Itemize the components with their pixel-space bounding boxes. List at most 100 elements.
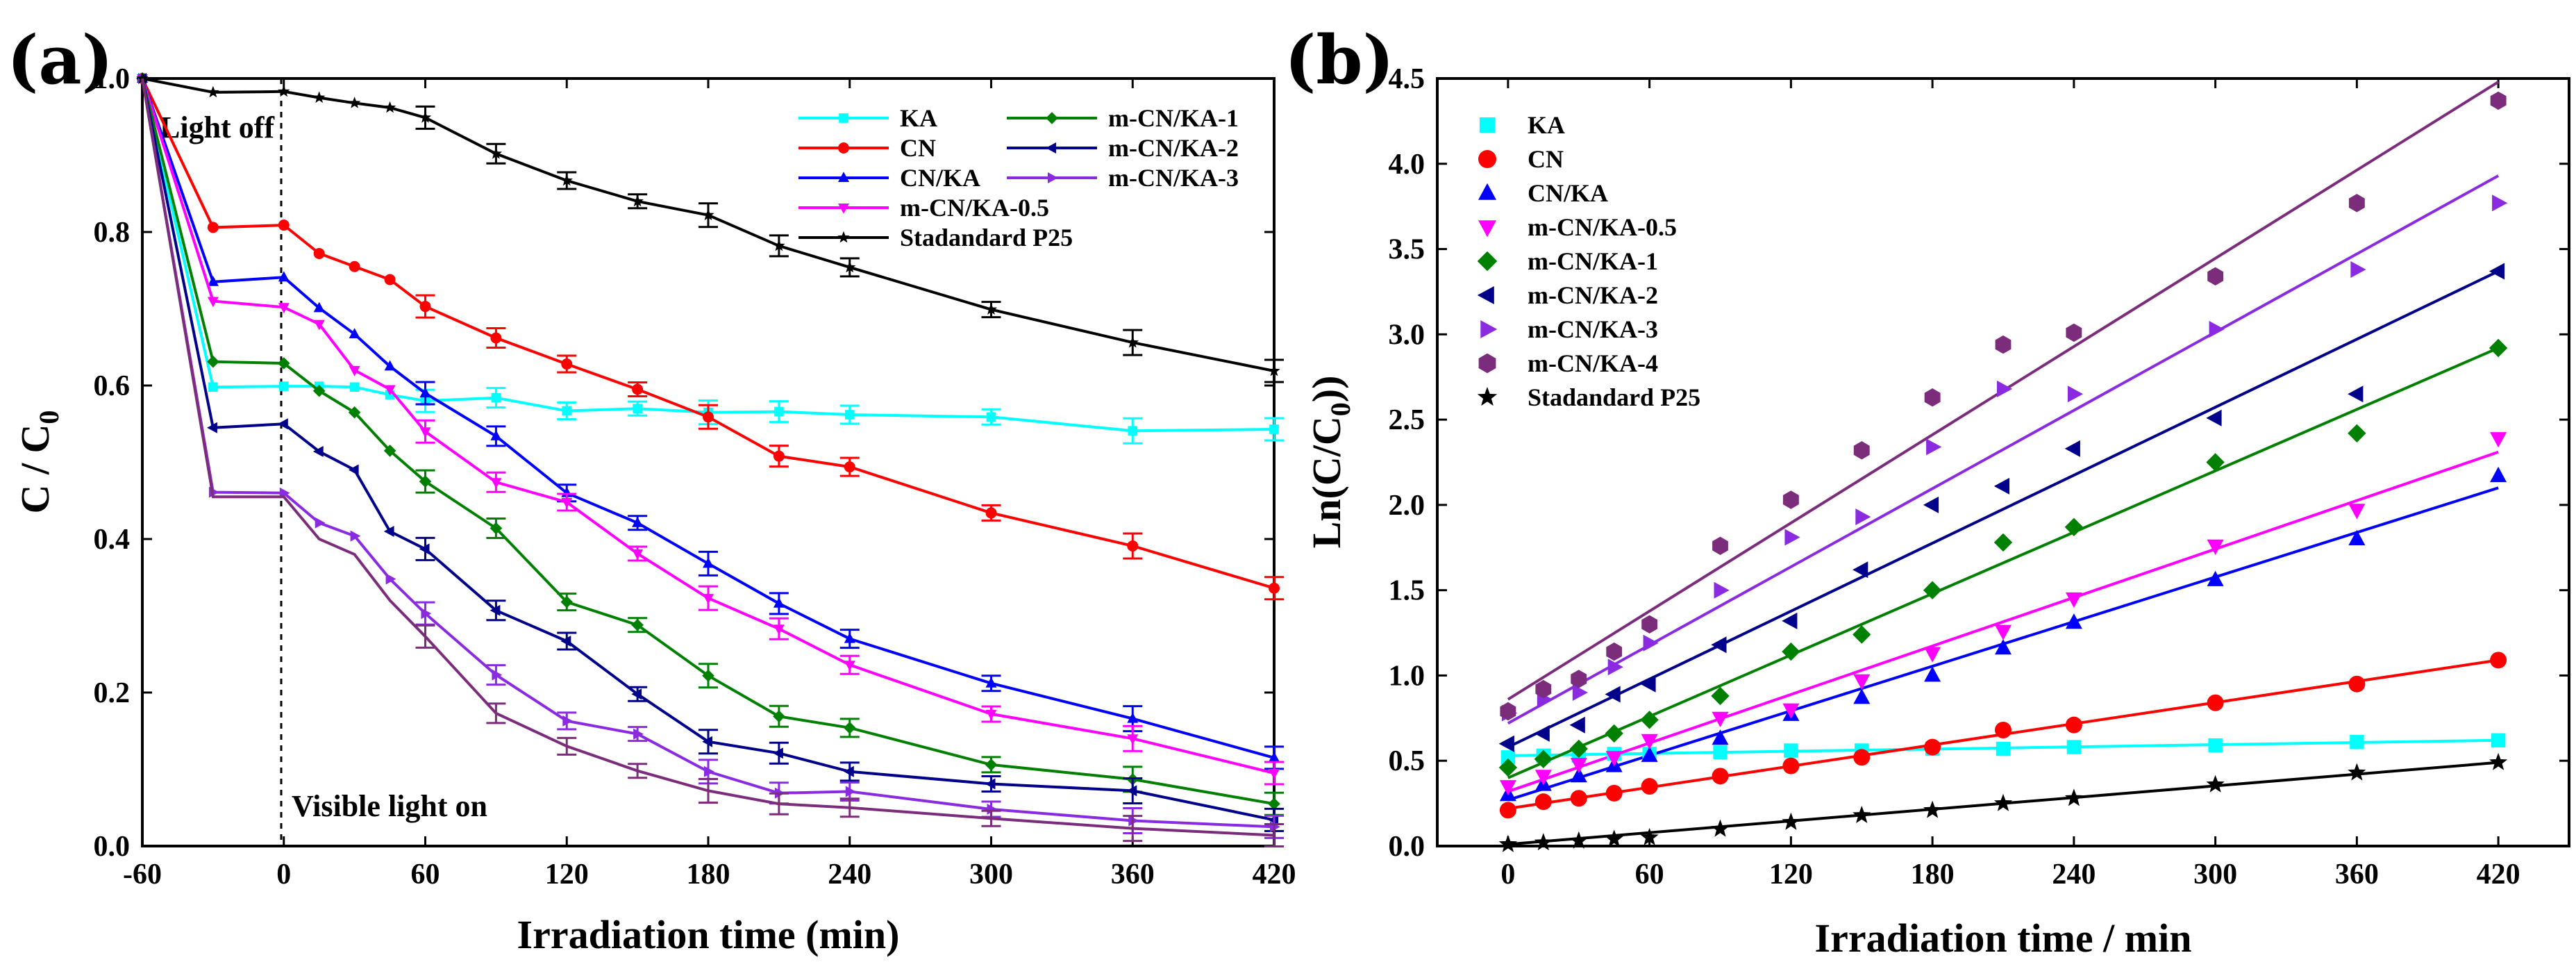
series-cn-ka: [1499, 466, 2507, 802]
legend-label: m-CN/KA-0.5: [900, 194, 1049, 222]
data-point-stadandard-p25: [1852, 806, 1871, 823]
legend-item-cn-ka: CN/KA: [1478, 179, 1608, 207]
data-point-cn-ka: [490, 430, 502, 440]
x-tick-label: 60: [411, 859, 440, 891]
data-point-m-cn-ka-2: [1498, 735, 1514, 752]
data-point-m-cn-ka-3: [350, 530, 361, 542]
data-point-stadandard-p25: [1605, 829, 1623, 847]
panel-b-legend: KA CN CN/KA m-CN/KA-0.5 m-CN/KA-1 m-CN/KA-2 m-…: [1477, 111, 1700, 411]
data-point-m-cn-ka-2: [1126, 785, 1137, 797]
legend-marker: [1478, 353, 1496, 374]
legend-marker: [1477, 286, 1494, 304]
data-point-cn-ka: [2207, 570, 2224, 586]
data-point-ka: [1269, 424, 1279, 434]
data-point-stadandard-p25: [419, 111, 432, 123]
data-point-m-cn-ka-0-5: [1127, 734, 1139, 745]
x-tick-label: 420: [1253, 859, 1296, 891]
data-point-m-cn-ka-2: [1534, 724, 1550, 742]
legend-item-ka: KA: [1479, 111, 1565, 139]
data-point-cn-ka: [2065, 613, 2082, 629]
data-point-m-cn-ka-0-5: [985, 709, 997, 720]
legend-item-m-cn-ka-2: m-CN/KA-2: [1477, 281, 1658, 309]
x-tick-label: 240: [2052, 859, 2096, 891]
data-point-m-cn-ka-4: [1606, 642, 1623, 661]
data-point-m-cn-ka-3: [845, 786, 856, 797]
data-point-stadandard-p25: [207, 85, 219, 98]
data-point-ka: [2066, 740, 2082, 754]
legend-item-m-cn-ka-1: m-CN/KA-1: [1007, 104, 1239, 132]
x-tick-label: 0: [276, 859, 291, 891]
legend-marker: [837, 231, 850, 243]
panel-b-y-axis-title-main: Ln(C/C: [1304, 416, 1349, 548]
data-point-cn-ka: [313, 301, 325, 313]
data-point-m-cn-ka-0-5: [1605, 751, 1623, 767]
panel-a-y-ticks: 0.0 0.2 0.4 0.6 0.8 1.0: [94, 63, 1274, 863]
legend-label: m-CN/KA-3: [1108, 164, 1239, 192]
data-point-m-cn-ka-2: [1605, 686, 1621, 703]
legend-label: Stadandard P25: [900, 224, 1073, 251]
data-point-m-cn-ka-0-5: [419, 427, 431, 438]
data-point-ka: [1128, 426, 1138, 436]
y-tick-label: 4.0: [1389, 149, 1425, 181]
legend-marker: [1046, 142, 1056, 154]
data-point-m-cn-ka-4: [1641, 615, 1658, 633]
series-cn: [1499, 652, 2507, 819]
data-point-ka: [278, 381, 289, 391]
data-point-cn: [1269, 582, 1280, 594]
data-point-ka: [986, 412, 996, 422]
series-line-cn: [141, 78, 1275, 590]
x-tick-label: 180: [1911, 859, 1955, 891]
data-point-m-cn-ka-2: [277, 418, 288, 430]
data-point-cn: [1712, 768, 1729, 785]
data-point-stadandard-p25: [1534, 833, 1553, 851]
data-point-m-cn-ka-3: [2350, 261, 2366, 278]
data-point-cn-ka: [703, 557, 714, 568]
data-point-cn: [632, 383, 644, 395]
y-tick-label: 0.4: [94, 524, 131, 556]
panel-b-y-axis-title-end: )): [1304, 376, 1349, 403]
data-point-m-cn-ka-2: [383, 526, 394, 537]
data-point-m-cn-ka-0-5: [2348, 504, 2366, 520]
data-point-cn: [985, 507, 997, 519]
data-point-m-cn-ka-4: [1782, 490, 1799, 509]
fit-line-m-cn-ka-0-5: [1507, 450, 2499, 793]
data-point-cn-ka: [2348, 529, 2366, 545]
data-point-cn: [490, 332, 502, 344]
x-tick-label: 0: [1500, 859, 1515, 891]
data-point-m-cn-ka-0-5: [349, 365, 360, 376]
legend-marker: [838, 142, 849, 154]
data-point-m-cn-ka-0-5: [278, 303, 290, 314]
data-point-m-cn-ka-2: [631, 688, 642, 700]
data-point-stadandard-p25: [1569, 831, 1588, 849]
data-point-m-cn-ka-3: [1714, 581, 1730, 599]
data-point-m-cn-ka-2: [419, 543, 430, 555]
data-point-stadandard-p25: [2064, 788, 2083, 806]
legend-label: CN/KA: [900, 164, 980, 192]
legend-marker: [1480, 320, 1498, 338]
y-tick-label: 2.0: [1389, 490, 1425, 522]
data-point-stadandard-p25: [1993, 793, 2013, 811]
legend-label: CN: [1528, 145, 1564, 173]
legend-item-cn: CN: [798, 134, 936, 162]
data-point-m-cn-ka-2: [773, 747, 783, 759]
legend-item-m-cn-ka-3: m-CN/KA-3: [1480, 315, 1658, 343]
legend-marker: [838, 204, 849, 214]
data-point-m-cn-ka-2: [207, 422, 217, 433]
data-point-m-cn-ka-0-5: [632, 549, 644, 560]
data-point-m-cn-ka-4: [1853, 441, 1870, 460]
data-point-ka: [208, 382, 218, 392]
data-point-m-cn-ka-3: [2209, 321, 2225, 338]
data-point-m-cn-ka-0-5: [2065, 592, 2082, 608]
data-point-m-cn-ka-4: [1924, 388, 1941, 407]
data-point-m-cn-ka-3: [1926, 438, 1942, 456]
panel-b-y-axis-title: Ln(C/C0)): [1304, 376, 1356, 549]
y-tick-label: 1.0: [94, 63, 131, 95]
data-point-m-cn-ka-4: [1571, 670, 1587, 688]
panel-a: (a) Light off Visible light on 0.0 0.2 0.4…: [7, 21, 1296, 957]
x-tick-label: 240: [828, 859, 871, 891]
series-line-ka: [141, 78, 1275, 433]
data-point-cn: [2490, 652, 2507, 669]
data-point-m-cn-ka-1: [348, 406, 361, 419]
data-point-cn-ka: [1853, 688, 1871, 704]
data-point-cn: [419, 301, 431, 313]
